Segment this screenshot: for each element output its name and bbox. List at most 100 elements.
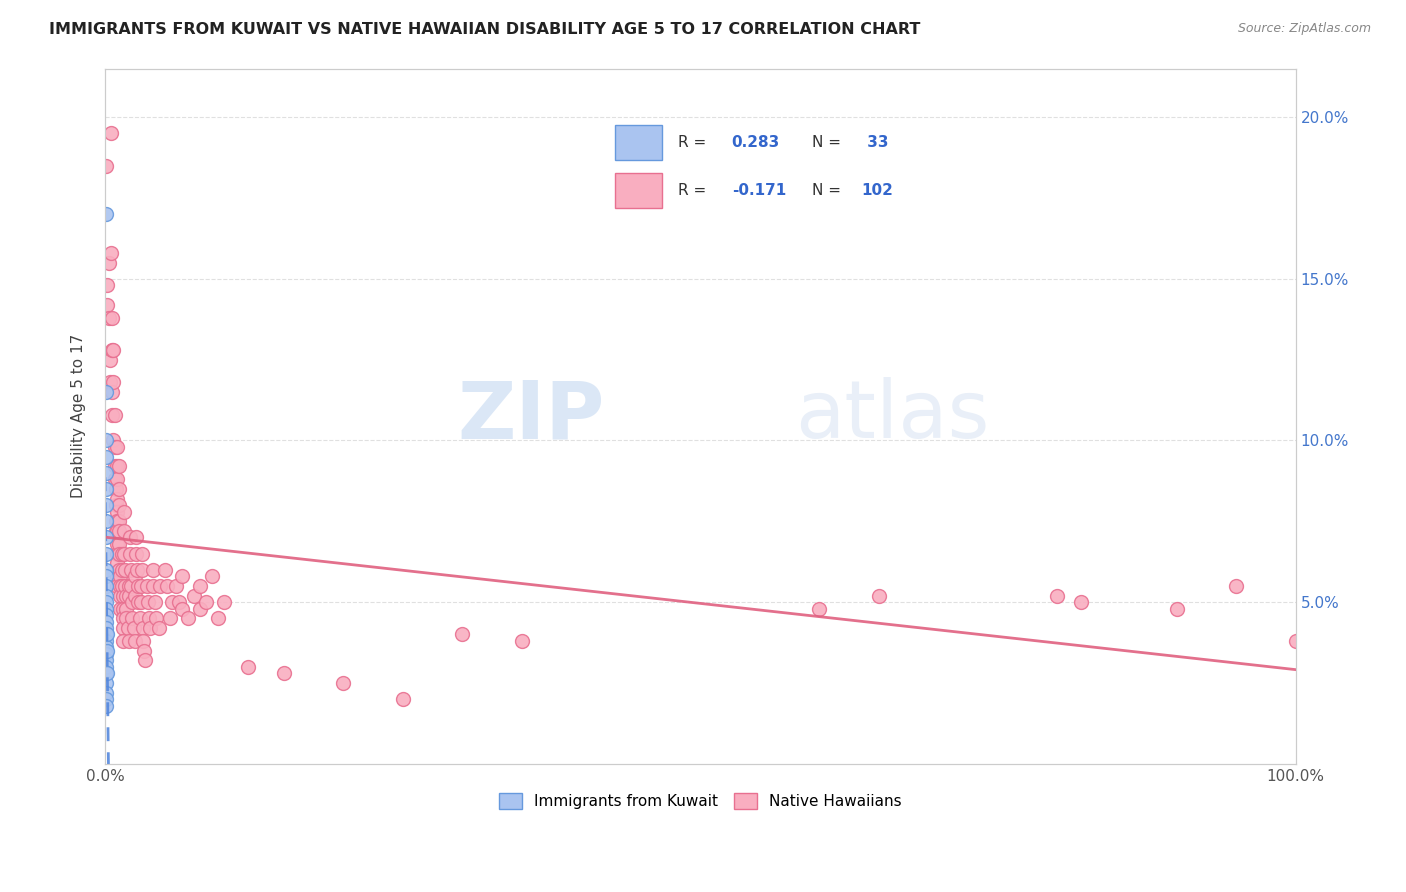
Point <box>96 498 118 512</box>
Point <box>96 569 118 583</box>
Point <box>103 434 125 448</box>
Point <box>105 472 128 486</box>
Point <box>96 589 118 603</box>
Point <box>103 375 125 389</box>
Text: Source: ZipAtlas.com: Source: ZipAtlas.com <box>1237 22 1371 36</box>
Point <box>172 601 194 615</box>
Point <box>129 595 152 609</box>
Point <box>134 643 156 657</box>
Point <box>195 595 218 609</box>
Point <box>391 692 413 706</box>
Point <box>97 310 120 325</box>
Point <box>112 547 135 561</box>
Legend: Immigrants from Kuwait, Native Hawaiians: Immigrants from Kuwait, Native Hawaiians <box>494 787 907 815</box>
Point <box>96 666 118 681</box>
Point <box>100 245 122 260</box>
Point <box>96 676 118 690</box>
Point <box>110 579 132 593</box>
Point <box>96 547 118 561</box>
Point <box>115 589 138 603</box>
Point <box>103 440 125 454</box>
Point <box>118 547 141 561</box>
Point <box>108 524 131 538</box>
Point <box>96 384 118 399</box>
Point <box>111 634 134 648</box>
Point <box>96 634 118 648</box>
Point <box>110 601 132 615</box>
Point <box>129 579 152 593</box>
Point <box>103 408 125 422</box>
Point <box>1070 595 1092 609</box>
Point <box>148 621 170 635</box>
Point <box>105 505 128 519</box>
Point <box>132 634 155 648</box>
Point <box>96 450 118 464</box>
Point <box>122 621 145 635</box>
Point <box>103 459 125 474</box>
Point <box>165 579 187 593</box>
Point <box>125 547 148 561</box>
Point <box>188 579 211 593</box>
Point <box>96 692 118 706</box>
Point <box>110 589 132 603</box>
Point <box>207 611 229 625</box>
Point <box>96 640 118 655</box>
Point <box>127 595 149 609</box>
Point <box>124 569 146 583</box>
Point <box>108 537 131 551</box>
Point <box>101 408 124 422</box>
Point <box>111 621 134 635</box>
Point <box>105 547 128 561</box>
Point <box>510 634 533 648</box>
Point <box>136 595 159 609</box>
Point <box>108 547 131 561</box>
Point <box>96 159 118 173</box>
Point <box>96 278 118 293</box>
Point <box>103 472 125 486</box>
Point <box>105 524 128 538</box>
Point <box>104 498 127 512</box>
Point <box>105 440 128 454</box>
Point <box>114 563 136 577</box>
Point <box>127 563 149 577</box>
Point <box>120 579 142 593</box>
Point <box>118 589 141 603</box>
Point <box>108 563 131 577</box>
Point <box>96 466 118 480</box>
Point <box>201 569 224 583</box>
Point <box>172 569 194 583</box>
Point <box>124 589 146 603</box>
Point <box>139 621 162 635</box>
Point <box>96 608 118 623</box>
Point <box>135 579 157 593</box>
Point <box>111 579 134 593</box>
Point <box>105 491 128 506</box>
Point <box>332 676 354 690</box>
Point <box>96 666 118 681</box>
Point <box>105 459 128 474</box>
Point <box>451 627 474 641</box>
Point <box>108 498 131 512</box>
Point <box>143 595 166 609</box>
Point <box>868 589 890 603</box>
Point <box>105 514 128 528</box>
Point <box>96 434 118 448</box>
Point <box>1225 579 1247 593</box>
Point <box>131 547 153 561</box>
Point <box>112 524 135 538</box>
Point <box>177 611 200 625</box>
Point <box>128 611 150 625</box>
Point <box>273 666 295 681</box>
Point <box>142 563 165 577</box>
Point <box>105 569 128 583</box>
Point <box>104 514 127 528</box>
Point <box>808 601 831 615</box>
Point <box>160 595 183 609</box>
Point <box>103 343 125 357</box>
Text: IMMIGRANTS FROM KUWAIT VS NATIVE HAWAIIAN DISABILITY AGE 5 TO 17 CORRELATION CHA: IMMIGRANTS FROM KUWAIT VS NATIVE HAWAIIA… <box>49 22 921 37</box>
Point <box>101 384 124 399</box>
Point <box>111 589 134 603</box>
Point <box>111 611 134 625</box>
Point <box>96 647 118 661</box>
Point <box>134 653 156 667</box>
